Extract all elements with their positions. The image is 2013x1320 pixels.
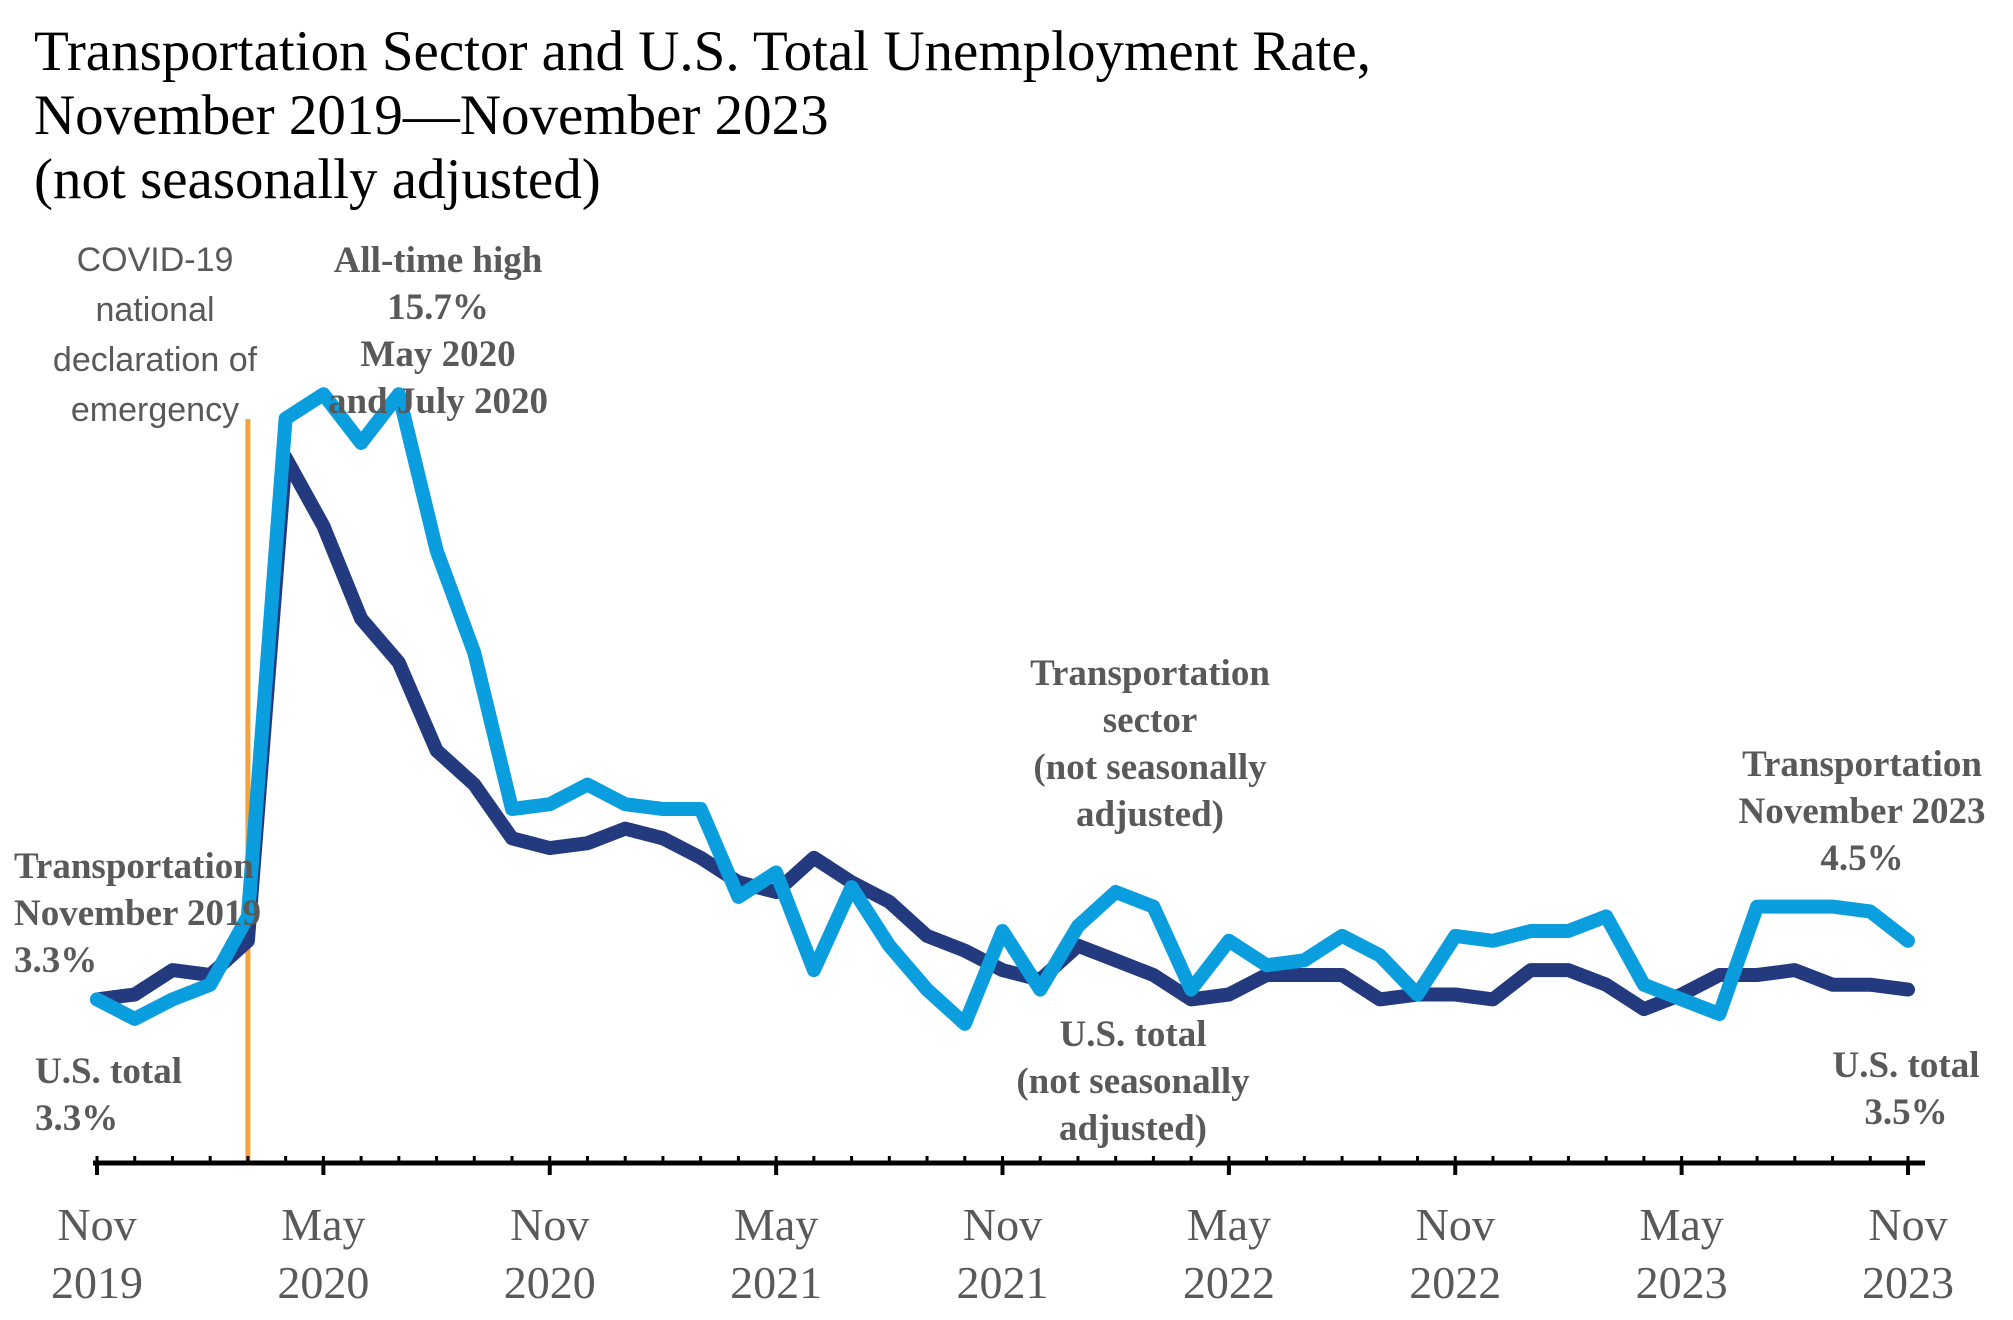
x-tick-year: 2020 bbox=[504, 1257, 596, 1308]
transportation-series-annotation-line: sector bbox=[1103, 700, 1198, 741]
x-tick-label: Nov 2023 bbox=[1862, 1199, 1954, 1308]
us-total-series-annotation-line: (not seasonally bbox=[1016, 1061, 1250, 1102]
x-tick-label: Nov 2019 bbox=[51, 1199, 143, 1308]
x-tick-year: 2020 bbox=[277, 1257, 369, 1308]
x-tick-label: Nov 2022 bbox=[1409, 1199, 1501, 1308]
x-tick-year: 2023 bbox=[1862, 1257, 1954, 1308]
chart-title: Transportation Sector and U.S. Total Une… bbox=[34, 20, 1371, 212]
x-tick-month: Nov bbox=[1416, 1199, 1495, 1250]
x-tick-label: Nov 2020 bbox=[504, 1199, 596, 1308]
transportation-series-annotation-line: (not seasonally bbox=[1033, 747, 1267, 788]
chart-title-line1: Transportation Sector and U.S. Total Une… bbox=[34, 20, 1371, 83]
covid-declaration-annotation-line: national bbox=[95, 291, 214, 329]
x-tick-month: May bbox=[1187, 1199, 1271, 1250]
x-tick-label: May 2021 bbox=[730, 1199, 822, 1308]
x-tick-month: Nov bbox=[963, 1199, 1042, 1250]
covid-declaration-annotation-line: emergency bbox=[71, 391, 239, 429]
us-total-start-annotation: U.S. total 3.3% bbox=[35, 1051, 182, 1139]
covid-declaration-annotation-line: COVID-19 bbox=[77, 241, 234, 279]
transportation-end-annotation-line: 4.5% bbox=[1820, 838, 1903, 879]
x-tick-year: 2021 bbox=[957, 1257, 1049, 1308]
us-total-end-annotation-line: U.S. total bbox=[1833, 1045, 1980, 1086]
all-time-high-annotation: All-time high 15.7% May 2020 and July 2020 bbox=[328, 240, 548, 422]
covid-declaration-annotation: COVID-19 national declaration of emergency bbox=[53, 241, 258, 429]
us-total-start-annotation-line: U.S. total bbox=[35, 1051, 182, 1092]
x-tick-month: May bbox=[734, 1199, 818, 1250]
transportation-end-annotation-line: Transportation bbox=[1742, 744, 1982, 785]
x-tick-month: May bbox=[281, 1199, 365, 1250]
us-total-end-annotation: U.S. total 3.5% bbox=[1833, 1045, 1980, 1133]
x-tick-year: 2019 bbox=[51, 1257, 143, 1308]
x-tick-month: Nov bbox=[510, 1199, 589, 1250]
transportation-start-annotation-line: Transportation bbox=[14, 846, 254, 887]
x-tick-label: May 2020 bbox=[277, 1199, 369, 1308]
annotations: COVID-19 national declaration of emergency A… bbox=[14, 240, 1985, 1149]
transportation-series-annotation-line: adjusted) bbox=[1076, 794, 1224, 835]
x-tick-year: 2023 bbox=[1636, 1257, 1728, 1308]
transportation-series-line bbox=[90, 387, 1915, 1031]
all-time-high-annotation-line: 15.7% bbox=[387, 287, 489, 328]
transportation-end-annotation: Transportation November 2023 4.5% bbox=[1739, 744, 1986, 879]
transportation-series-annotation: Transportation sector (not seasonally adjus… bbox=[1030, 653, 1270, 835]
us-total-series-annotation-line: adjusted) bbox=[1059, 1108, 1207, 1149]
transportation-end-annotation-line: November 2023 bbox=[1739, 791, 1986, 832]
all-time-high-annotation-line: May 2020 bbox=[360, 334, 515, 375]
us-total-end-annotation-line: 3.5% bbox=[1864, 1092, 1947, 1133]
transportation-start-annotation: Transportation November 2019 3.3% bbox=[14, 846, 261, 981]
x-tick-year: 2021 bbox=[730, 1257, 822, 1308]
us-total-start-annotation-line: 3.3% bbox=[35, 1098, 118, 1139]
x-axis: Nov 2019 May 2020 Nov 2020 May 2021 Nov 2021 May 20… bbox=[51, 1156, 1954, 1308]
us-total-series-annotation: U.S. total (not seasonally adjusted) bbox=[1016, 1014, 1250, 1149]
transportation-start-annotation-line: November 2019 bbox=[14, 893, 261, 934]
chart-title-line3: (not seasonally adjusted) bbox=[34, 148, 601, 211]
x-tick-year: 2022 bbox=[1409, 1257, 1501, 1308]
x-tick-label: Nov 2021 bbox=[957, 1199, 1049, 1308]
x-tick-month: Nov bbox=[1868, 1199, 1947, 1250]
all-time-high-annotation-line: and July 2020 bbox=[328, 381, 548, 422]
transportation-series-annotation-line: Transportation bbox=[1030, 653, 1270, 694]
x-tick-month: Nov bbox=[57, 1199, 136, 1250]
x-tick-label: May 2022 bbox=[1183, 1199, 1275, 1308]
us-total-series-annotation-line: U.S. total bbox=[1060, 1014, 1207, 1055]
x-tick-year: 2022 bbox=[1183, 1257, 1275, 1308]
covid-declaration-annotation-line: declaration of bbox=[53, 341, 258, 379]
all-time-high-annotation-line: All-time high bbox=[334, 240, 543, 281]
transportation-start-annotation-line: 3.3% bbox=[14, 940, 97, 981]
series-lines bbox=[90, 387, 1915, 1163]
x-tick-month: May bbox=[1639, 1199, 1723, 1250]
chart-title-line2: November 2019—November 2023 bbox=[34, 84, 829, 147]
x-tick-label: May 2023 bbox=[1636, 1199, 1728, 1308]
